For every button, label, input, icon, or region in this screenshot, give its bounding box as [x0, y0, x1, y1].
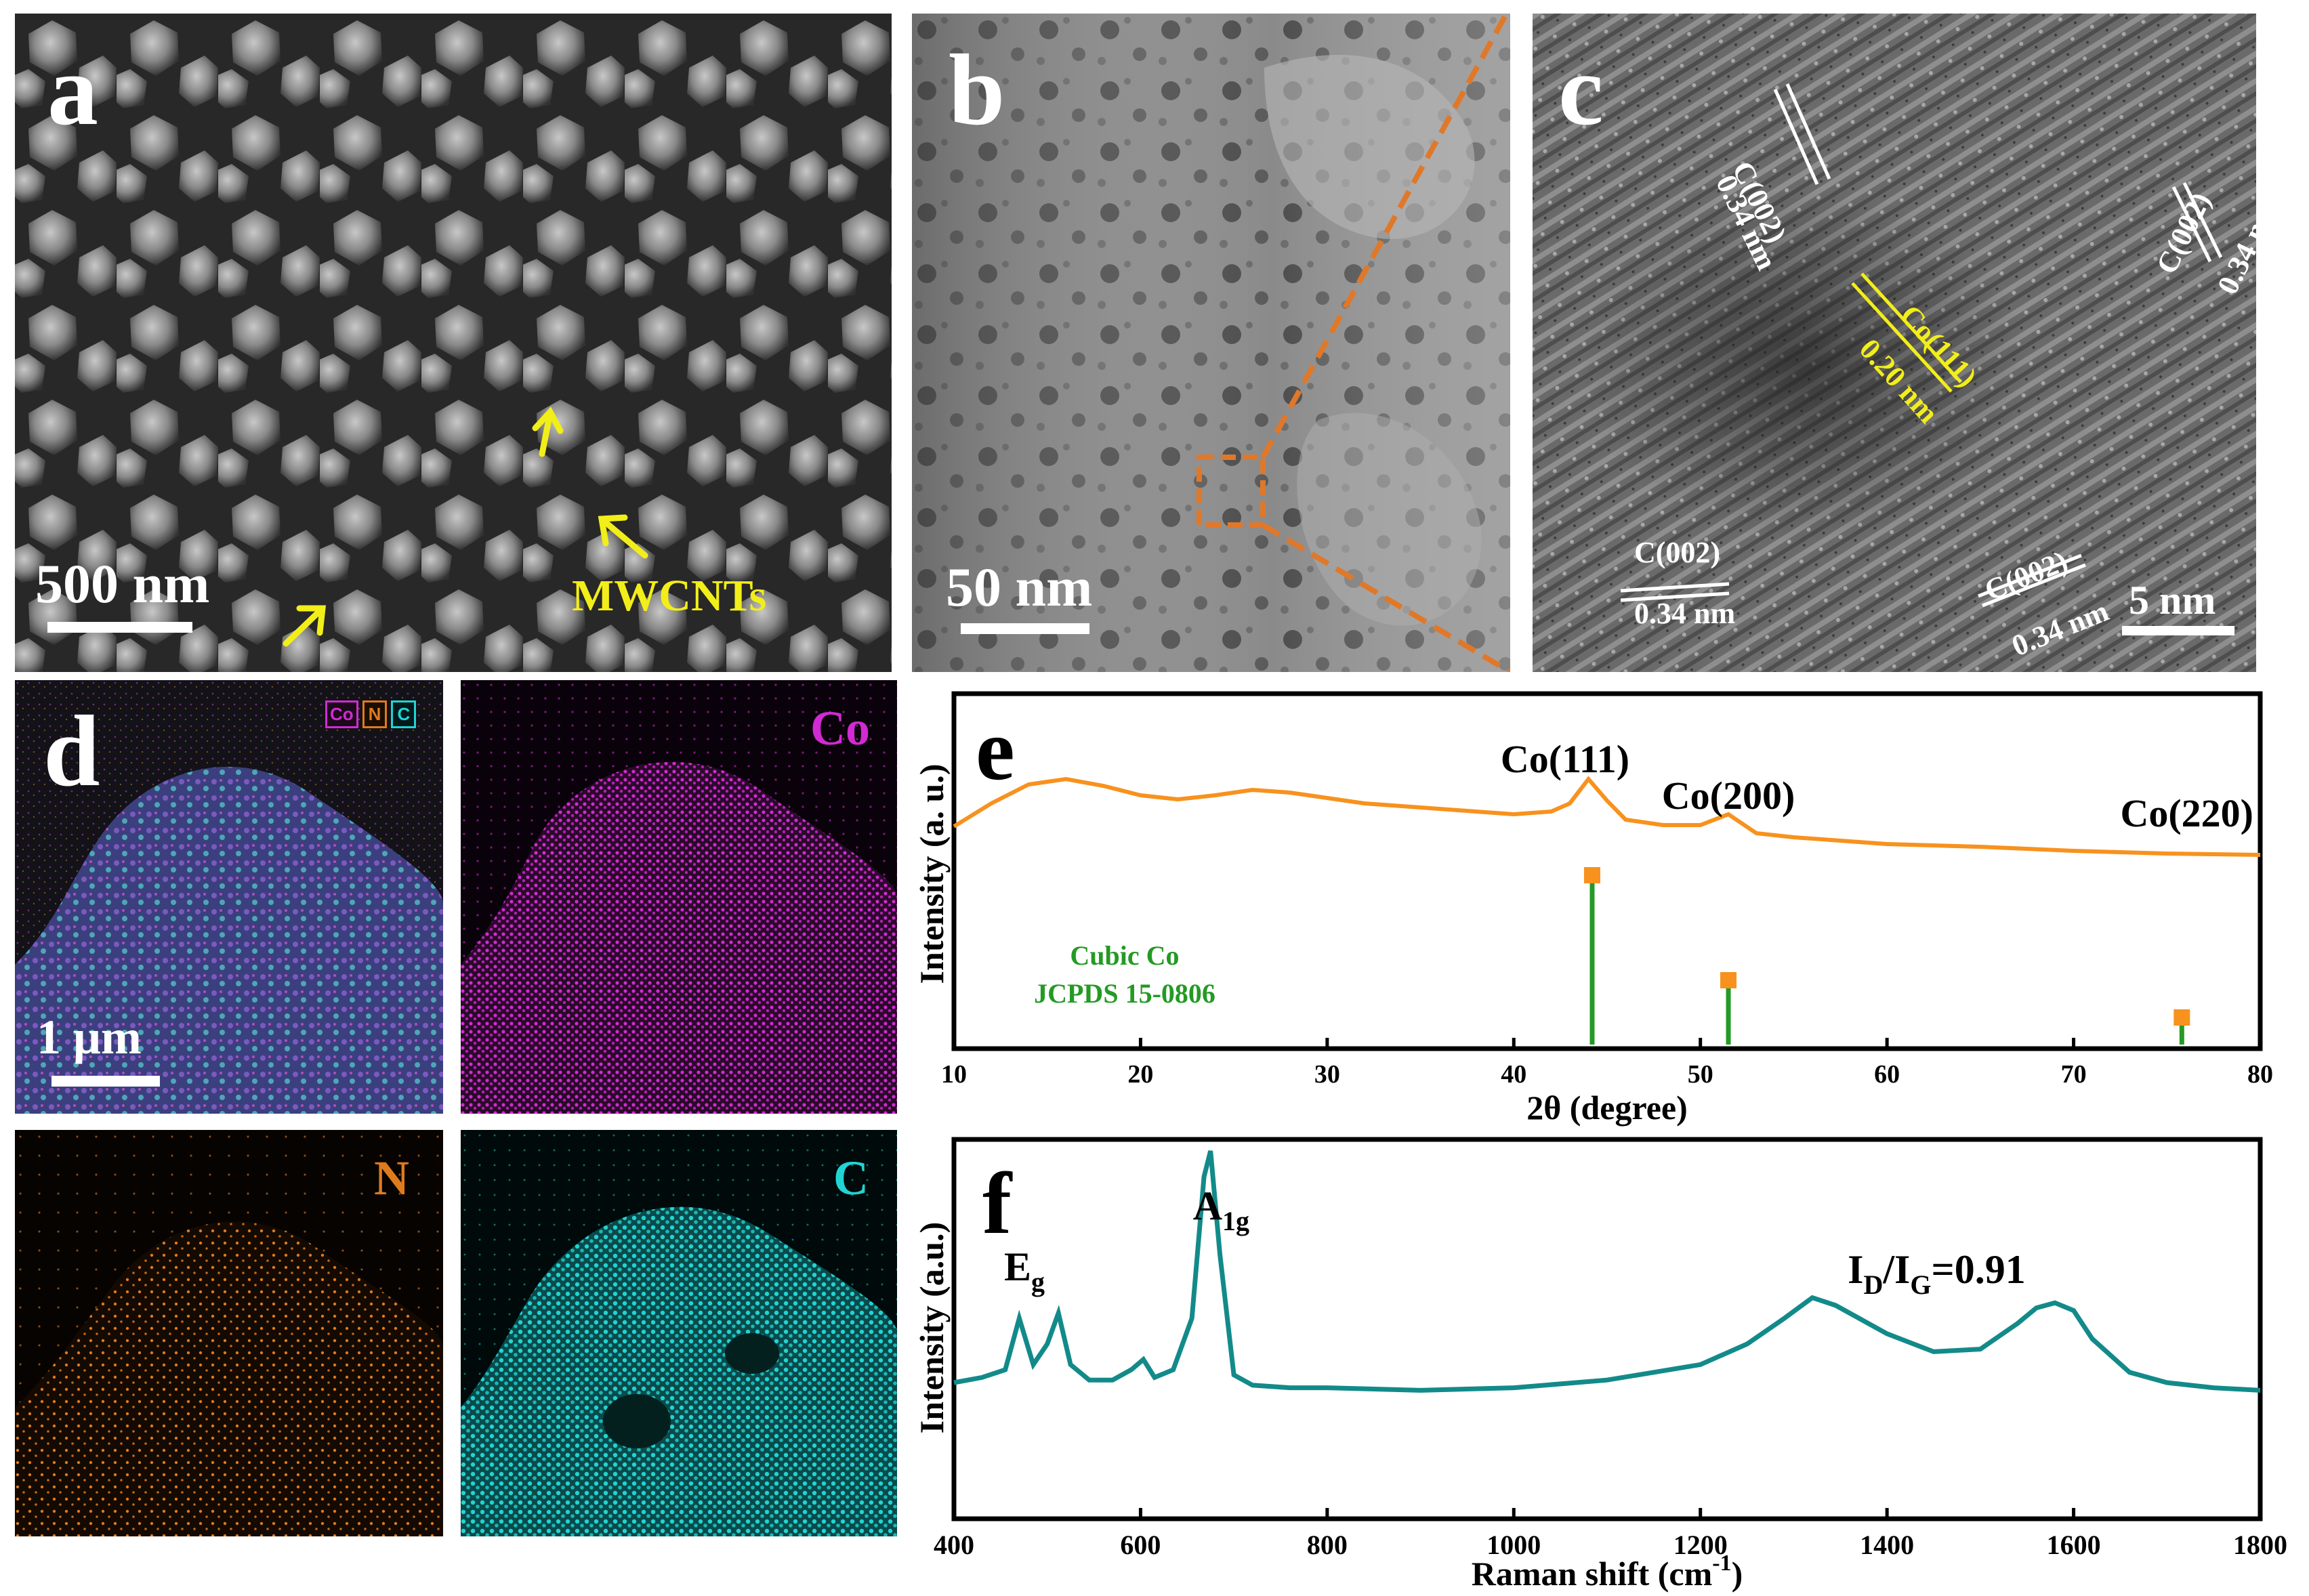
legend-c: C — [391, 700, 417, 728]
id-ig-part-3: /I — [1882, 1247, 1910, 1292]
panel-d-letter: d — [43, 695, 100, 807]
reference-marker-3 — [2173, 1009, 2190, 1026]
id-ig-part-5: =0.91 — [1932, 1247, 2026, 1292]
panel-e-letter: e — [976, 701, 1015, 799]
fringe-label-4-spacing: 0.34 nm — [1634, 597, 1736, 630]
panel-c-scale-label: 5 nm — [2129, 578, 2216, 623]
xrd-tick-label-0: 10 — [941, 1060, 967, 1089]
panel-b-letter: b — [949, 34, 1005, 146]
raman-tick-label-7: 1800 — [2233, 1530, 2287, 1560]
xrd-tick-label-3: 40 — [1501, 1060, 1526, 1089]
panel-a-letter: a — [47, 34, 98, 146]
a1g-subscript: 1g — [1222, 1206, 1249, 1236]
panel-d-eds-composite: d Co N C 1 μm — [15, 680, 443, 1114]
xrd-peak-annotations: Co(111) Co(200) Co(220) — [1501, 737, 2253, 835]
n-map-graphic — [15, 1130, 443, 1536]
raman-x-label-sup: -1 — [1712, 1551, 1731, 1576]
xrd-tick-label-4: 50 — [1688, 1060, 1713, 1089]
raman-x-label-main: Raman shift (cm — [1472, 1555, 1713, 1593]
eds-legend: Co N C — [325, 700, 417, 728]
xrd-tick-label-6: 70 — [2061, 1060, 2087, 1089]
xrd-x-label: 2θ (degree) — [1526, 1089, 1688, 1127]
id-ig-part-1: I — [1848, 1247, 1863, 1292]
mwcnt-arrows — [283, 406, 648, 647]
raman-plot-frame — [951, 1137, 2263, 1521]
fringe-marker-lines — [1620, 83, 2223, 608]
xrd-y-label: Intensity (a. u.) — [913, 763, 951, 984]
xrd-tick-label-1: 20 — [1127, 1060, 1153, 1089]
c-map-label: C — [833, 1151, 869, 1205]
raman-tick-label-1: 600 — [1120, 1530, 1161, 1560]
panel-b-scale-bar — [961, 623, 1089, 634]
xrd-pattern-line — [953, 776, 2261, 857]
tem-image-graphic — [912, 14, 1510, 672]
co-map-graphic — [461, 680, 897, 1114]
id-ig-part-4: G — [1910, 1269, 1931, 1300]
eds-map-co: Co — [461, 680, 897, 1114]
raman-tick-label-4: 1200 — [1673, 1530, 1728, 1560]
xrd-x-ticks: 10 20 30 40 50 60 70 80 — [941, 1038, 2273, 1089]
reference-marker-2 — [1720, 972, 1737, 988]
reference-label-1: Cubic Co — [1070, 940, 1179, 971]
panel-d-scale-label: 1 μm — [37, 1010, 142, 1064]
xrd-plot-frame — [951, 691, 2263, 1051]
hrtem-image-graphic — [1533, 14, 2256, 672]
xrd-chart: 10 20 30 40 50 60 70 80 Co(111) Co(200) Co(220) e… — [913, 691, 2273, 1127]
legend-co: Co — [325, 700, 358, 728]
raman-tick-label-0: 400 — [934, 1530, 974, 1560]
xrd-tick-label-2: 30 — [1314, 1060, 1340, 1089]
panel-a-scale-label: 500 nm — [35, 553, 210, 614]
c-map-graphic — [461, 1130, 897, 1536]
reference-label-2: JCPDS 15-0806 — [1034, 978, 1215, 1009]
eds-map-n: N — [15, 1130, 443, 1536]
panel-c-hrtem-image: c C(002) 0.34 nm Co(111) 0.20 nm C(002) … — [1533, 14, 2256, 672]
panel-b-scale-label: 50 nm — [946, 556, 1093, 618]
panel-c-scale-bar — [2122, 626, 2234, 635]
raman-spectrum-line — [953, 1150, 2261, 1393]
reference-sticks — [1583, 867, 2190, 1045]
panel-d-scale-bar — [51, 1076, 160, 1087]
zoom-indicator — [1197, 14, 1510, 672]
mwcnt-label: MWCNTs — [572, 571, 767, 621]
fringe-label-4: C(002) — [1634, 536, 1721, 569]
legend-n: N — [362, 700, 388, 728]
raman-y-label: Intensity (a.u.) — [913, 1222, 951, 1434]
xrd-annotation-3: Co(220) — [2120, 791, 2253, 835]
xrd-tick-label-5: 60 — [1874, 1060, 1900, 1089]
raman-tick-label-2: 800 — [1307, 1530, 1348, 1560]
xrd-annotation-2: Co(200) — [1662, 774, 1795, 818]
xrd-tick-label-7: 80 — [2247, 1060, 2273, 1089]
panel-b-tem-image: b 50 nm — [912, 14, 1510, 672]
sem-image-graphic — [15, 14, 892, 672]
panel-a-sem-image: a 500 nm MWCNTs — [15, 14, 892, 672]
panel-a-scale-bar — [47, 622, 192, 633]
raman-x-label-end: ) — [1732, 1555, 1743, 1593]
panel-c-letter: c — [1558, 34, 1604, 146]
raman-chart: 400 600 800 1000 1200 1400 1600 1800 EgA1gID/IG… — [913, 1137, 2287, 1593]
co-map-label: Co — [810, 701, 870, 755]
eg-subscript: g — [1031, 1267, 1045, 1297]
raman-x-label: Raman shift (cm-1) — [1472, 1551, 1743, 1593]
eds-map-c: C — [461, 1130, 897, 1536]
id-ig-part-2: D — [1863, 1269, 1883, 1300]
raman-x-ticks: 400 600 800 1000 1200 1400 1600 1800 — [934, 1508, 2287, 1560]
id-ig-annotation: ID/IG=0.91 — [1848, 1247, 2026, 1300]
raman-tick-label-6: 1600 — [2047, 1530, 2101, 1560]
raman-tick-label-3: 1000 — [1486, 1530, 1541, 1560]
xrd-annotation-1: Co(111) — [1501, 737, 1629, 781]
panel-f-letter: f — [982, 1155, 1013, 1253]
eds-composite-graphic — [15, 680, 443, 1114]
reference-marker-1 — [1583, 867, 1600, 883]
raman-tick-label-5: 1400 — [1860, 1530, 1914, 1560]
n-map-label: N — [374, 1151, 409, 1205]
